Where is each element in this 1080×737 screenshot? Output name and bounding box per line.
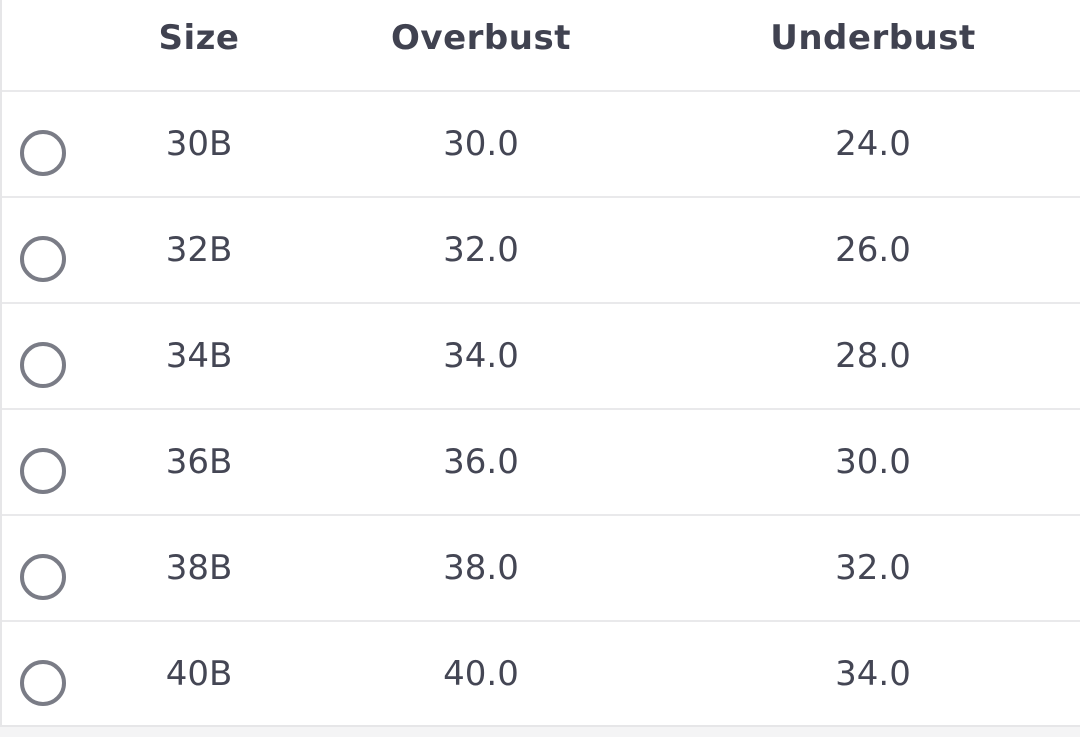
size-radio-button[interactable] [20,660,66,706]
size-cell: 32B [165,230,233,270]
table-row[interactable]: 34B 34.0 28.0 [2,304,1080,410]
table-row[interactable]: 40B 40.0 34.0 [2,622,1080,725]
header-underbust: Underbust [770,18,976,58]
size-radio-button[interactable] [20,130,66,176]
overbust-cell: 32.0 [443,230,519,270]
table-row[interactable]: 32B 32.0 26.0 [2,198,1080,304]
underbust-cell: 32.0 [835,548,911,588]
underbust-cell: 30.0 [835,442,911,482]
table-row[interactable]: 30B 30.0 24.0 [2,92,1080,198]
size-radio-button[interactable] [20,236,66,282]
size-cell: 40B [165,654,233,694]
underbust-cell: 34.0 [835,654,911,694]
table-row[interactable]: 36B 36.0 30.0 [2,410,1080,516]
size-cell: 30B [165,124,233,164]
size-cell: 36B [165,442,233,482]
size-radio-button[interactable] [20,554,66,600]
size-radio-button[interactable] [20,342,66,388]
overbust-cell: 34.0 [443,336,519,376]
table-header-row: Size Overbust Underbust [2,0,1080,92]
overbust-cell: 40.0 [443,654,519,694]
table-row[interactable]: 38B 38.0 32.0 [2,516,1080,622]
header-size: Size [158,18,240,58]
header-overbust: Overbust [391,18,571,58]
underbust-cell: 28.0 [835,336,911,376]
size-cell: 34B [165,336,233,376]
underbust-cell: 26.0 [835,230,911,270]
size-cell: 38B [165,548,233,588]
overbust-cell: 38.0 [443,548,519,588]
overbust-cell: 36.0 [443,442,519,482]
underbust-cell: 24.0 [835,124,911,164]
overbust-cell: 30.0 [443,124,519,164]
size-radio-button[interactable] [20,448,66,494]
